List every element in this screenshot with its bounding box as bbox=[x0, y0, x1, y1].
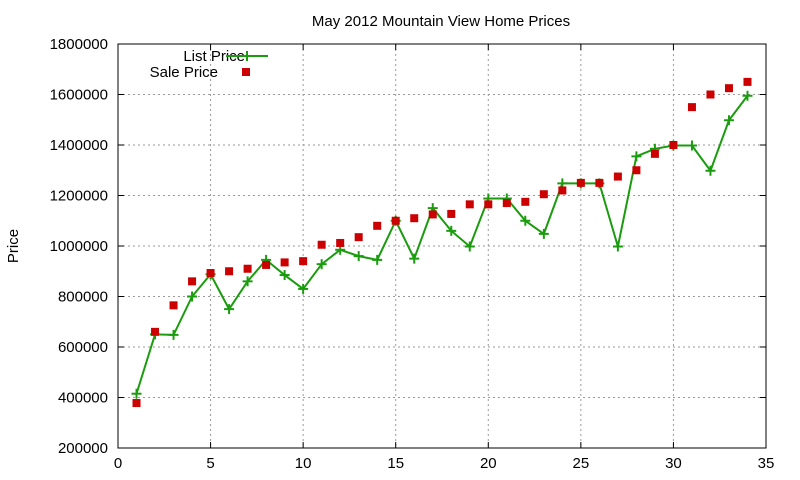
list-price-point bbox=[631, 151, 642, 162]
sale-price-point bbox=[724, 84, 733, 93]
axis-ticks: 0 5 10 15 20 25 30 35 200000 400000 600000 800000 10… bbox=[50, 36, 775, 472]
sale-price-point bbox=[169, 301, 178, 310]
y-axis-label: Price bbox=[5, 229, 22, 263]
list-price-point bbox=[705, 165, 716, 176]
sale-price-point bbox=[391, 216, 400, 225]
sale-price-point bbox=[502, 199, 511, 208]
sale-price-point bbox=[428, 210, 437, 219]
list-price-point bbox=[723, 115, 734, 126]
list-price-point bbox=[316, 259, 327, 270]
list-price-point bbox=[298, 283, 309, 294]
sale-price-point bbox=[650, 149, 659, 158]
x-tick-label: 25 bbox=[573, 455, 590, 472]
list-price-point bbox=[242, 276, 253, 287]
sale-price-point bbox=[521, 197, 530, 206]
x-tick-label: 20 bbox=[480, 455, 497, 472]
chart-title: May 2012 Mountain View Home Prices bbox=[312, 13, 570, 30]
sale-price-point bbox=[632, 166, 641, 175]
sale-price-point bbox=[151, 327, 160, 336]
plot-frame bbox=[117, 43, 767, 449]
sale-price-point bbox=[373, 221, 382, 230]
list-price-line bbox=[135, 95, 749, 395]
y-tick-label: 800000 bbox=[58, 289, 108, 306]
sale-price-point bbox=[687, 103, 696, 112]
list-price-point bbox=[224, 304, 235, 315]
list-price-point bbox=[168, 329, 179, 340]
sale-price-point bbox=[410, 214, 419, 223]
sale-price-point bbox=[669, 141, 678, 149]
y-tick-label: 1000000 bbox=[50, 238, 108, 255]
legend-swatch-sale-price bbox=[242, 68, 250, 76]
x-tick-label: 0 bbox=[114, 455, 122, 472]
sale-price-point bbox=[317, 240, 326, 249]
sale-price-point bbox=[132, 399, 141, 408]
x-tick-label: 30 bbox=[665, 455, 682, 472]
y-tick-label: 600000 bbox=[58, 339, 108, 356]
sale-price-point bbox=[299, 257, 308, 266]
list-price-point bbox=[686, 140, 697, 151]
list-price-point bbox=[520, 215, 531, 226]
sale-price-point bbox=[743, 77, 752, 86]
list-price-point bbox=[742, 90, 753, 101]
y-tick-label: 200000 bbox=[58, 440, 108, 457]
x-tick-label: 5 bbox=[206, 455, 214, 472]
list-price-point bbox=[464, 241, 475, 252]
y-tick-label: 1200000 bbox=[50, 188, 108, 205]
y-tick-label: 1600000 bbox=[50, 87, 108, 104]
y-tick-label: 400000 bbox=[58, 390, 108, 407]
x-tick-label: 15 bbox=[387, 455, 404, 472]
sale-price-point bbox=[354, 233, 363, 242]
series-layer bbox=[131, 77, 753, 408]
x-tick-label: 10 bbox=[295, 455, 312, 472]
sale-price-point bbox=[465, 200, 474, 209]
x-tick-label: 35 bbox=[758, 455, 775, 472]
y-tick-label: 1400000 bbox=[50, 137, 108, 154]
sale-price-point bbox=[206, 269, 215, 278]
list-price-point bbox=[538, 228, 549, 239]
sale-price-point bbox=[336, 238, 345, 247]
list-price-point bbox=[279, 270, 290, 281]
sale-price-point bbox=[558, 186, 567, 195]
legend-label-list-price: List Price bbox=[183, 48, 245, 65]
sale-price-point bbox=[613, 172, 622, 181]
sale-price-point bbox=[484, 200, 493, 209]
sale-price-point bbox=[280, 258, 289, 267]
sale-price-point bbox=[188, 277, 197, 286]
sale-price-point bbox=[243, 264, 252, 273]
list-price-point bbox=[187, 291, 198, 302]
list-price-point bbox=[372, 254, 383, 265]
sale-price-point bbox=[225, 267, 234, 276]
list-price-point bbox=[446, 225, 457, 236]
sale-price-point bbox=[447, 209, 456, 218]
sale-price-point bbox=[539, 190, 548, 199]
y-tick-label: 1800000 bbox=[50, 36, 108, 53]
list-price-point bbox=[612, 241, 623, 252]
list-price-point bbox=[131, 388, 142, 399]
sale-price-point bbox=[706, 90, 715, 99]
sale-price-point bbox=[576, 178, 585, 187]
legend-label-sale-price: Sale Price bbox=[150, 64, 218, 81]
sale-price-point bbox=[595, 178, 604, 187]
sale-price-point bbox=[262, 260, 271, 269]
list-price-point bbox=[409, 253, 420, 264]
list-price-point bbox=[353, 251, 364, 262]
grid bbox=[118, 44, 766, 448]
